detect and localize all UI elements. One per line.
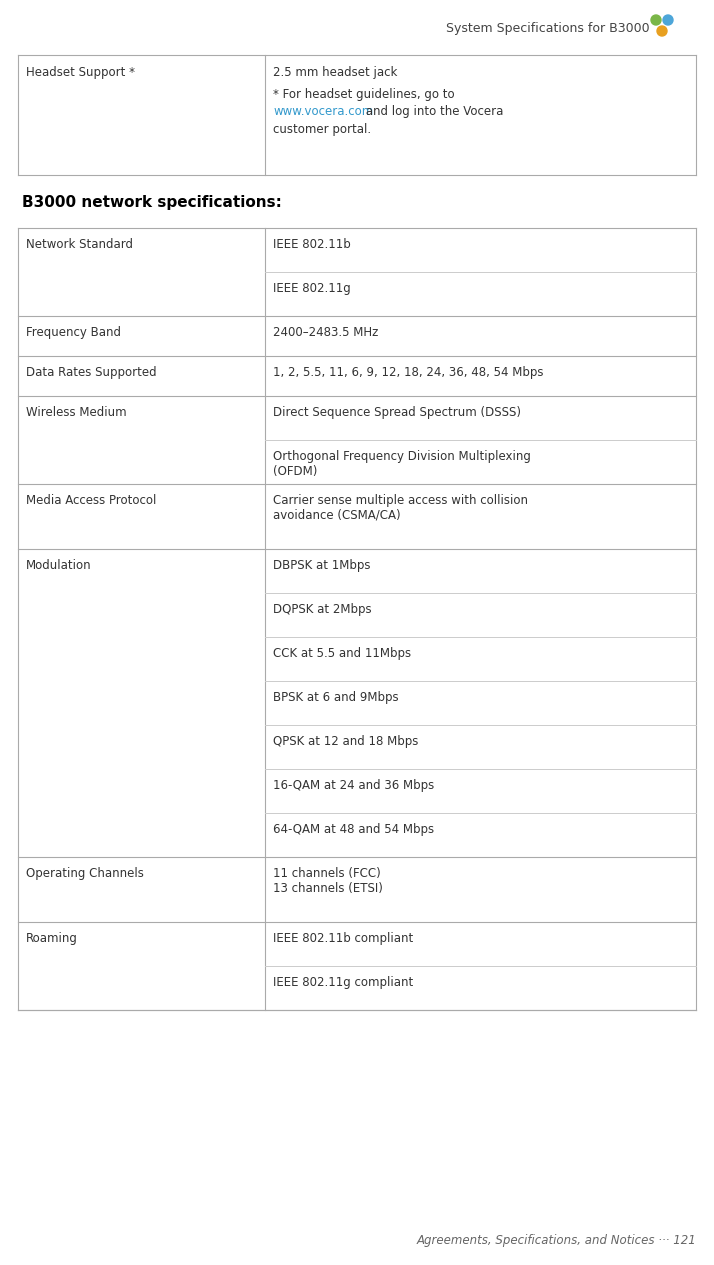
Text: DQPSK at 2Mbps: DQPSK at 2Mbps bbox=[273, 603, 371, 616]
Text: BPSK at 6 and 9Mbps: BPSK at 6 and 9Mbps bbox=[273, 691, 398, 705]
Text: 2400–2483.5 MHz: 2400–2483.5 MHz bbox=[273, 326, 378, 339]
Text: Headset Support *: Headset Support * bbox=[26, 66, 135, 78]
Text: System Specifications for B3000: System Specifications for B3000 bbox=[446, 22, 650, 35]
Text: 16-QAM at 24 and 36 Mbps: 16-QAM at 24 and 36 Mbps bbox=[273, 779, 434, 792]
Text: * For headset guidelines, go to: * For headset guidelines, go to bbox=[273, 89, 455, 101]
Text: 1, 2, 5.5, 11, 6, 9, 12, 18, 24, 36, 48, 54 Mbps: 1, 2, 5.5, 11, 6, 9, 12, 18, 24, 36, 48,… bbox=[273, 366, 543, 380]
Text: 11 channels (FCC)
13 channels (ETSI): 11 channels (FCC) 13 channels (ETSI) bbox=[273, 867, 383, 896]
Text: 2.5 mm headset jack: 2.5 mm headset jack bbox=[273, 66, 398, 78]
Text: and log into the Vocera: and log into the Vocera bbox=[362, 105, 503, 118]
Text: Orthogonal Frequency Division Multiplexing
(OFDM): Orthogonal Frequency Division Multiplexi… bbox=[273, 450, 531, 478]
Text: B3000 network specifications:: B3000 network specifications: bbox=[22, 195, 282, 210]
Text: customer portal.: customer portal. bbox=[273, 123, 371, 137]
Text: Roaming: Roaming bbox=[26, 932, 78, 945]
Text: Data Rates Supported: Data Rates Supported bbox=[26, 366, 156, 380]
Text: QPSK at 12 and 18 Mbps: QPSK at 12 and 18 Mbps bbox=[273, 735, 418, 748]
Text: www.vocera.com: www.vocera.com bbox=[273, 105, 373, 118]
Circle shape bbox=[657, 27, 667, 35]
Text: Network Standard: Network Standard bbox=[26, 238, 133, 250]
Text: IEEE 802.11b compliant: IEEE 802.11b compliant bbox=[273, 932, 413, 945]
Text: Carrier sense multiple access with collision
avoidance (CSMA/CA): Carrier sense multiple access with colli… bbox=[273, 495, 528, 522]
Text: Agreements, Specifications, and Notices ··· 121: Agreements, Specifications, and Notices … bbox=[416, 1233, 696, 1247]
Text: 64-QAM at 48 and 54 Mbps: 64-QAM at 48 and 54 Mbps bbox=[273, 824, 434, 836]
Text: IEEE 802.11g: IEEE 802.11g bbox=[273, 282, 351, 295]
Text: Modulation: Modulation bbox=[26, 559, 91, 572]
Text: Frequency Band: Frequency Band bbox=[26, 326, 121, 339]
Text: Operating Channels: Operating Channels bbox=[26, 867, 144, 880]
Text: Wireless Medium: Wireless Medium bbox=[26, 406, 126, 419]
Text: IEEE 802.11g compliant: IEEE 802.11g compliant bbox=[273, 977, 413, 989]
Text: Direct Sequence Spread Spectrum (DSSS): Direct Sequence Spread Spectrum (DSSS) bbox=[273, 406, 521, 419]
Circle shape bbox=[651, 15, 661, 25]
Text: Media Access Protocol: Media Access Protocol bbox=[26, 495, 156, 507]
Text: DBPSK at 1Mbps: DBPSK at 1Mbps bbox=[273, 559, 371, 572]
Text: IEEE 802.11b: IEEE 802.11b bbox=[273, 238, 351, 250]
Text: CCK at 5.5 and 11Mbps: CCK at 5.5 and 11Mbps bbox=[273, 646, 411, 660]
Circle shape bbox=[663, 15, 673, 25]
